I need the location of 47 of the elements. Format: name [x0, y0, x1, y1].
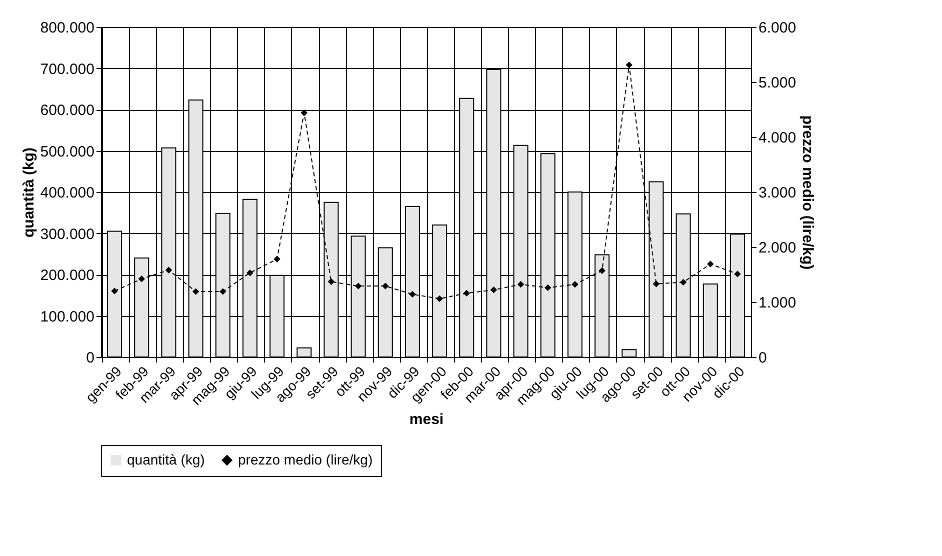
- y-tick-label: 0: [86, 350, 94, 366]
- point: [490, 286, 498, 294]
- point: [436, 295, 443, 302]
- y2-axis-title: prezzo medio (lire/kg): [799, 115, 816, 270]
- point: [734, 270, 741, 278]
- y-tick-label: 700.000: [40, 60, 94, 78]
- legend-label: prezzo medio (lire/kg): [238, 451, 373, 468]
- y2-tick-label: 6.000: [758, 20, 796, 36]
- y-tick-label: 600.000: [40, 102, 94, 119]
- point: [382, 282, 389, 290]
- point: [409, 290, 416, 298]
- point: [626, 62, 632, 68]
- point: [192, 288, 200, 295]
- point: [300, 109, 308, 116]
- y-tick-label: 400.000: [40, 184, 94, 202]
- x-axis-title: mesi: [409, 410, 444, 428]
- point: [274, 256, 280, 262]
- point: [517, 281, 524, 288]
- bar: [296, 347, 312, 358]
- y2-tick-label: 0: [758, 350, 767, 366]
- point: [220, 288, 226, 295]
- point: [680, 278, 687, 286]
- y-tick-label: 200.000: [40, 267, 94, 284]
- point: [328, 278, 335, 286]
- y-tick-label: 300.000: [40, 226, 94, 243]
- point: [652, 280, 660, 288]
- bar: [622, 349, 637, 358]
- point: [138, 276, 145, 282]
- y2-tick-label: 2.000: [758, 240, 796, 256]
- y2-tick-label: 4.000: [758, 130, 796, 146]
- point: [111, 288, 118, 294]
- y-tick-label: 800.000: [40, 20, 94, 36]
- point: [572, 281, 578, 288]
- point: [544, 284, 552, 292]
- point: [165, 266, 172, 274]
- point: [598, 267, 606, 274]
- legend-label: quantità (kg): [127, 451, 205, 468]
- y-tick-label: 100.000: [40, 308, 94, 326]
- y2-tick-label: 1.000: [758, 294, 796, 312]
- point: [463, 290, 470, 297]
- point: [707, 260, 714, 268]
- y-tick-label: 500.000: [40, 143, 94, 160]
- point: [354, 282, 362, 290]
- point: [246, 269, 254, 276]
- y2-tick-label: 5.000: [758, 74, 796, 92]
- y-axis-title: quantità (kg): [20, 148, 38, 238]
- y2-tick-label: 3.000: [758, 184, 796, 202]
